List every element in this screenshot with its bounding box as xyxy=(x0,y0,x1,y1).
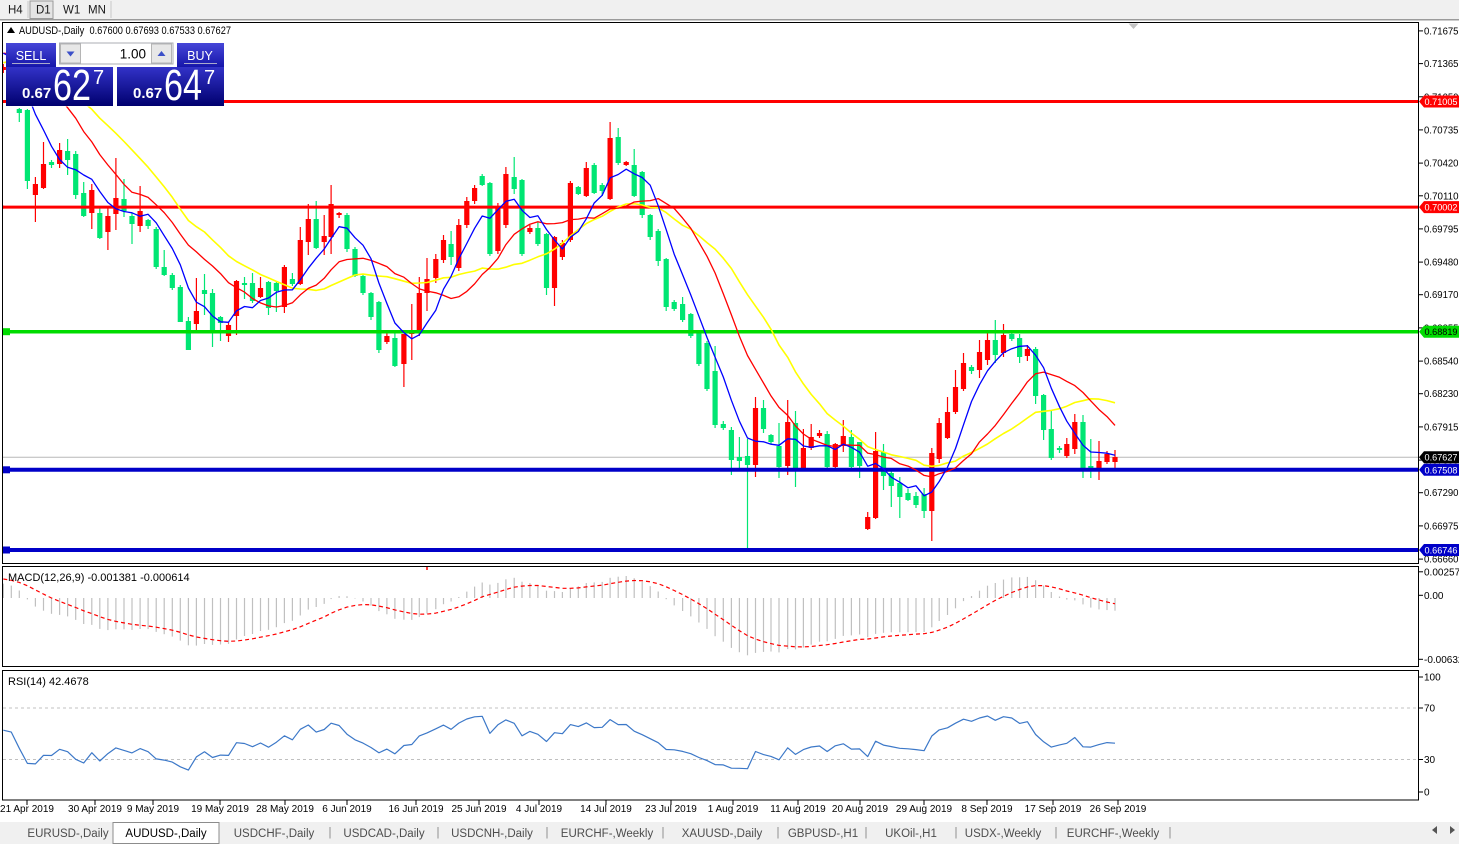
svg-text:|: | xyxy=(662,827,665,839)
svg-text:20 Aug 2019: 20 Aug 2019 xyxy=(832,804,889,815)
svg-text:0.66660: 0.66660 xyxy=(1424,555,1459,566)
svg-text:0.70735: 0.70735 xyxy=(1424,125,1459,136)
svg-text:0.69480: 0.69480 xyxy=(1424,258,1459,269)
svg-text:XAUUSD-,Daily: XAUUSD-,Daily xyxy=(682,828,763,840)
svg-text:0.67: 0.67 xyxy=(22,85,51,102)
svg-text:|: | xyxy=(1055,827,1058,839)
svg-text:0.68230: 0.68230 xyxy=(1424,389,1459,400)
svg-text:AUDUSD-,Daily 0.67600 0.67693: AUDUSD-,Daily 0.67600 0.67693 0.67533 0.… xyxy=(19,25,231,37)
svg-text:14 Jul 2019: 14 Jul 2019 xyxy=(580,804,632,815)
svg-text:0.002574: 0.002574 xyxy=(1424,567,1459,578)
svg-text:0.66746: 0.66746 xyxy=(1425,546,1458,557)
svg-text:8 Sep 2019: 8 Sep 2019 xyxy=(961,804,1013,815)
svg-text:6 Jun 2019: 6 Jun 2019 xyxy=(322,804,372,815)
svg-text:4 Jul 2019: 4 Jul 2019 xyxy=(516,804,563,815)
svg-text:0.68540: 0.68540 xyxy=(1424,357,1459,368)
svg-text:MACD(12,26,9) -0.001381 -0.000: MACD(12,26,9) -0.001381 -0.000614 xyxy=(8,572,190,584)
svg-text:USDCNH-,Daily: USDCNH-,Daily xyxy=(451,828,533,840)
svg-text:64: 64 xyxy=(164,61,202,110)
svg-text:0.71005: 0.71005 xyxy=(1425,97,1458,108)
svg-text:AUDUSD-,Daily: AUDUSD-,Daily xyxy=(125,828,206,840)
svg-text:USDCAD-,Daily: USDCAD-,Daily xyxy=(343,828,424,840)
svg-text:0.67508: 0.67508 xyxy=(1425,465,1458,476)
svg-text:-0.006320: -0.006320 xyxy=(1424,655,1459,666)
svg-text:0: 0 xyxy=(1424,788,1430,799)
svg-text:UKOil-,H1: UKOil-,H1 xyxy=(885,828,937,840)
svg-text:GBPUSD-,H1: GBPUSD-,H1 xyxy=(788,828,858,840)
svg-text:|: | xyxy=(546,827,549,839)
svg-text:7: 7 xyxy=(204,67,215,89)
svg-text:|: | xyxy=(955,827,958,839)
svg-text:|: | xyxy=(329,827,332,839)
svg-text:70: 70 xyxy=(1424,704,1436,715)
svg-text:RSI(14) 42.4678: RSI(14) 42.4678 xyxy=(8,676,89,688)
svg-text:EURCHF-,Weekly: EURCHF-,Weekly xyxy=(1067,828,1160,840)
svg-text:0.68819: 0.68819 xyxy=(1425,327,1458,338)
svg-text:0.67627: 0.67627 xyxy=(1425,453,1458,464)
svg-text:23 Jul 2019: 23 Jul 2019 xyxy=(645,804,697,815)
svg-text:BUY: BUY xyxy=(187,49,213,63)
svg-text:26 Sep 2019: 26 Sep 2019 xyxy=(1090,804,1147,815)
svg-text:0.67915: 0.67915 xyxy=(1424,422,1459,433)
svg-text:25 Jun 2019: 25 Jun 2019 xyxy=(451,804,506,815)
svg-text:|: | xyxy=(1169,827,1172,839)
svg-text:W1: W1 xyxy=(63,5,80,17)
svg-text:7: 7 xyxy=(93,67,104,89)
svg-text:29 Aug 2019: 29 Aug 2019 xyxy=(896,804,953,815)
svg-text:0.70002: 0.70002 xyxy=(1425,203,1458,214)
svg-text:9 May 2019: 9 May 2019 xyxy=(127,804,180,815)
svg-text:|: | xyxy=(865,827,868,839)
svg-text:19 May 2019: 19 May 2019 xyxy=(191,804,249,815)
svg-text:|: | xyxy=(437,827,440,839)
svg-text:62: 62 xyxy=(53,61,91,110)
svg-text:0.67: 0.67 xyxy=(133,85,162,102)
svg-text:0.70110: 0.70110 xyxy=(1424,191,1459,202)
svg-text:0.69170: 0.69170 xyxy=(1424,290,1459,301)
svg-text:0.67290: 0.67290 xyxy=(1424,488,1459,499)
svg-text:0.00: 0.00 xyxy=(1424,591,1444,602)
svg-text:11 Aug 2019: 11 Aug 2019 xyxy=(770,804,826,815)
svg-text:30: 30 xyxy=(1424,755,1436,766)
svg-text:100: 100 xyxy=(1424,673,1441,684)
svg-text:D1: D1 xyxy=(36,5,51,17)
svg-text:0.66975: 0.66975 xyxy=(1424,521,1459,532)
svg-text:1 Aug 2019: 1 Aug 2019 xyxy=(708,804,759,815)
svg-text:17 Sep 2019: 17 Sep 2019 xyxy=(1025,804,1082,815)
svg-text:0.71365: 0.71365 xyxy=(1424,59,1459,70)
svg-text:0.71675: 0.71675 xyxy=(1424,26,1459,37)
svg-text:MN: MN xyxy=(88,5,106,17)
svg-text:1.00: 1.00 xyxy=(120,47,146,62)
svg-text:|: | xyxy=(777,827,780,839)
svg-text:USDCHF-,Daily: USDCHF-,Daily xyxy=(234,828,315,840)
svg-text:EURUSD-,Daily: EURUSD-,Daily xyxy=(27,828,108,840)
svg-text:21 Apr 2019: 21 Apr 2019 xyxy=(0,804,54,815)
svg-text:30 Apr 2019: 30 Apr 2019 xyxy=(68,804,122,815)
svg-text:USDX-,Weekly: USDX-,Weekly xyxy=(965,828,1042,840)
svg-text:0.69795: 0.69795 xyxy=(1424,224,1459,235)
svg-text:16 Jun 2019: 16 Jun 2019 xyxy=(388,804,443,815)
svg-text:H4: H4 xyxy=(8,5,23,17)
svg-text:SELL: SELL xyxy=(16,49,47,63)
svg-text:0.70420: 0.70420 xyxy=(1424,159,1459,170)
svg-text:28 May 2019: 28 May 2019 xyxy=(256,804,314,815)
svg-text:EURCHF-,Weekly: EURCHF-,Weekly xyxy=(561,828,654,840)
